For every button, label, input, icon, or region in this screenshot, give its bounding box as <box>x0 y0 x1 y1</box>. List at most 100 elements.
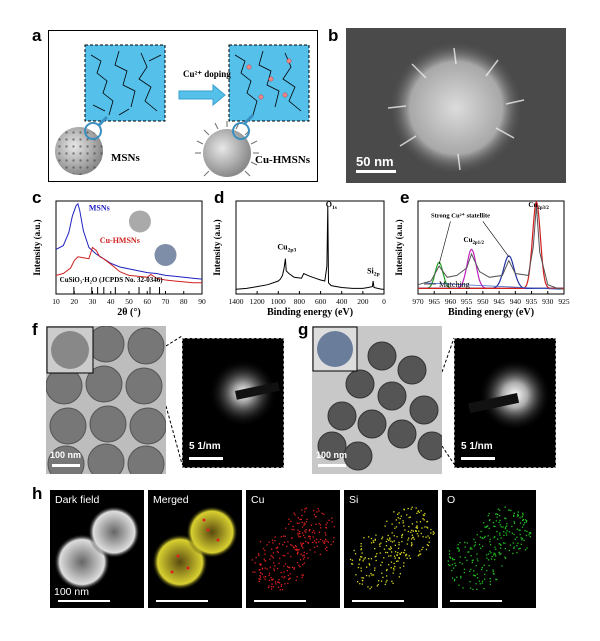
element-dot <box>293 529 295 531</box>
element-dot <box>319 553 321 556</box>
element-dot <box>297 534 299 536</box>
element-dot <box>255 556 257 559</box>
element-dot <box>513 521 515 523</box>
x-tick-label: 965 <box>429 297 441 306</box>
element-dot <box>427 535 429 537</box>
element-dot <box>391 523 393 525</box>
element-dot <box>300 518 302 520</box>
element-dot <box>270 577 272 579</box>
element-dot <box>298 530 301 533</box>
element-dot <box>313 546 316 549</box>
element-dot <box>304 530 306 532</box>
element-dot <box>476 553 478 555</box>
element-dot <box>390 555 392 557</box>
element-dot <box>301 576 303 579</box>
msn-icon <box>128 210 151 233</box>
element-dot <box>393 555 396 557</box>
element-dot <box>315 523 317 525</box>
element-dot <box>496 516 498 518</box>
element-dot <box>268 541 270 543</box>
element-dot <box>327 541 330 543</box>
element-dot <box>386 520 388 522</box>
series-line <box>235 205 384 290</box>
element-dot <box>391 532 393 534</box>
element-dot <box>470 555 472 557</box>
element-dot <box>499 553 501 556</box>
element-dot <box>489 538 491 540</box>
element-dot <box>274 540 276 542</box>
element-dot <box>364 557 366 559</box>
element-dot <box>462 587 464 589</box>
element-dot <box>451 577 454 579</box>
element-dot <box>288 578 290 580</box>
element-dot <box>282 544 284 546</box>
element-dot <box>314 551 316 553</box>
panel-letter-g: g <box>298 320 309 339</box>
element-dot <box>420 510 422 512</box>
eds-scalebar <box>58 600 110 602</box>
element-dot <box>289 567 291 569</box>
element-dot <box>385 540 387 543</box>
eds-label-cu: Cu <box>251 494 265 506</box>
y-axis-label: Intensity (a.u.) <box>394 219 404 275</box>
element-dot <box>394 565 396 568</box>
element-dot <box>411 542 413 544</box>
element-dot <box>516 536 518 538</box>
element-dot <box>493 554 495 556</box>
element-dot <box>398 541 400 544</box>
element-dot <box>521 515 523 518</box>
tem-particles-g <box>312 326 442 471</box>
element-dot <box>451 569 453 572</box>
element-dot <box>300 553 302 555</box>
element-dot <box>518 548 520 550</box>
element-dot <box>432 533 434 535</box>
element-dot <box>325 527 328 529</box>
element-dot <box>388 548 390 550</box>
element-dot <box>299 518 301 521</box>
element-dot <box>301 526 304 528</box>
element-dot <box>270 585 273 588</box>
element-dot <box>297 549 299 551</box>
element-dot <box>459 542 461 544</box>
element-dot <box>496 513 498 515</box>
element-dot <box>305 531 307 533</box>
annotation-pointer <box>438 221 451 265</box>
element-dot <box>409 557 411 559</box>
element-dot <box>406 557 408 559</box>
element-dot <box>271 579 273 581</box>
element-dot <box>470 568 472 571</box>
element-dot <box>296 522 298 524</box>
element-dot <box>516 552 518 554</box>
element-dot <box>514 538 516 540</box>
element-dot <box>271 539 274 541</box>
element-dot <box>399 567 401 569</box>
element-dot <box>400 551 403 554</box>
element-dot <box>287 541 289 543</box>
element-dot <box>386 579 388 582</box>
element-dot <box>516 515 519 517</box>
element-dot <box>264 578 266 580</box>
element-dot <box>521 539 523 541</box>
peak-label-cu2p3: Cu2p3 <box>277 242 296 253</box>
element-dot <box>486 554 488 556</box>
element-dot <box>360 567 362 569</box>
element-dot <box>492 569 494 571</box>
element-dot <box>411 543 413 545</box>
element-dot <box>522 514 524 516</box>
element-dot <box>393 511 395 513</box>
tem-scalebar-label-f: 100 nm <box>50 450 82 460</box>
element-dot <box>489 541 491 543</box>
element-dot <box>262 547 265 550</box>
x-tick-label: 10 <box>52 297 60 306</box>
element-dot <box>375 555 377 557</box>
element-dot <box>366 566 368 568</box>
eds-map-dark-field: Dark field 100 nm <box>50 490 144 608</box>
x-tick-label: 40 <box>107 297 115 306</box>
element-dot <box>264 560 267 562</box>
element-dot <box>360 570 362 572</box>
element-dot <box>526 547 528 549</box>
element-dot <box>392 572 394 574</box>
element-dot <box>318 522 320 525</box>
element-dot <box>427 544 430 547</box>
element-dot <box>402 520 404 522</box>
